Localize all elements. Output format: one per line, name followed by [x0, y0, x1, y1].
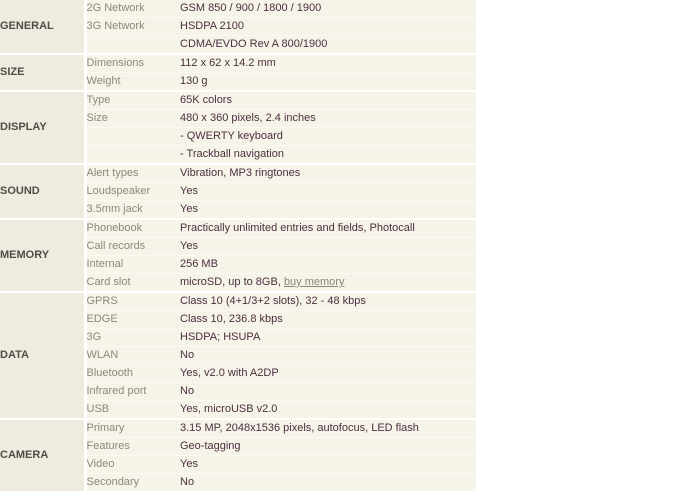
- spec-value: CDMA/EVDO Rev A 800/1900: [180, 35, 476, 54]
- spec-row: GENERAL 2G Network GSM 850 / 900 / 1800 …: [0, 0, 476, 54]
- spec-value: Yes: [180, 200, 476, 219]
- spec-value: No: [180, 473, 476, 491]
- spec-row: Bluetooth Yes, v2.0 with A2DP: [0, 364, 476, 383]
- spec-row: DISPLAY Type 65K colors: [0, 90, 476, 164]
- spec-value: 3.15 MP, 2048x1536 pixels, autofocus, LE…: [180, 418, 476, 438]
- spec-row: 3G Network HSDPA 2100: [0, 17, 476, 36]
- spec-value: HSDPA 2100: [180, 17, 476, 36]
- spec-value: - Trackball navigation: [180, 145, 476, 164]
- section-title-memory: MEMORY: [0, 218, 87, 292]
- spec-value: Vibration, MP3 ringtones: [180, 163, 476, 183]
- spec-row: Features Geo-tagging: [0, 437, 476, 456]
- spec-label: EDGE: [85, 310, 180, 329]
- spec-value: 65K colors: [180, 90, 476, 110]
- spec-label: 3.5mm jack: [85, 200, 180, 219]
- spec-value: 130 g: [180, 72, 476, 91]
- section-title-data: DATA: [0, 291, 87, 419]
- spec-value: Practically unlimited entries and fields…: [180, 218, 476, 238]
- spec-value: No: [180, 346, 476, 365]
- spec-label: 3G: [85, 328, 180, 347]
- spec-row: Secondary No: [0, 473, 476, 491]
- spec-value: Geo-tagging: [180, 437, 476, 456]
- spec-value: Yes: [180, 455, 476, 474]
- spec-label: Alert types: [85, 163, 180, 183]
- spec-value: HSDPA; HSUPA: [180, 328, 476, 347]
- spec-label: GPRS: [85, 291, 180, 311]
- spec-value: Yes, v2.0 with A2DP: [180, 364, 476, 383]
- spec-label: Dimensions: [85, 53, 180, 73]
- spec-label: Type: [85, 90, 180, 110]
- spec-value: Yes, microUSB v2.0: [180, 400, 476, 419]
- section-title-camera: CAMERA: [0, 418, 87, 491]
- spec-row: Call records Yes: [0, 237, 476, 256]
- spec-label: Bluetooth: [85, 364, 180, 383]
- spec-row: WLAN No: [0, 346, 476, 365]
- spec-label: 2G Network: [85, 0, 180, 18]
- spec-row: 3G HSDPA; HSUPA: [0, 328, 476, 347]
- spec-label: Video: [85, 455, 180, 474]
- spec-row: - Trackball navigation: [0, 145, 476, 164]
- spec-row: Infrared port No: [0, 382, 476, 401]
- spec-label: WLAN: [85, 346, 180, 365]
- spec-row: MEMORY Phonebook Practically unlimited e…: [0, 218, 476, 292]
- spec-row: Internal 256 MB: [0, 255, 476, 274]
- spec-label: Phonebook: [85, 218, 180, 238]
- spec-value: - QWERTY keyboard: [180, 127, 476, 146]
- spec-label: Features: [85, 437, 180, 456]
- spec-value: microSD, up to 8GB, buy memory: [180, 273, 476, 292]
- spec-row: CAMERA Primary 3.15 MP, 2048x1536 pixels…: [0, 418, 476, 491]
- spec-value: Yes: [180, 237, 476, 256]
- buy-memory-link[interactable]: buy memory: [283, 276, 345, 288]
- section-title-general: GENERAL: [0, 0, 87, 54]
- spec-label: Primary: [85, 418, 180, 438]
- spec-row: Weight 130 g: [0, 72, 476, 91]
- spec-row: SIZE Dimensions 112 x 62 x 14.2 mm: [0, 53, 476, 91]
- spec-row: DATA GPRS Class 10 (4+1/3+2 slots), 32 -…: [0, 291, 476, 419]
- spec-row: Card slot microSD, up to 8GB, buy memory: [0, 273, 476, 292]
- spec-label: [85, 127, 180, 146]
- spec-row: Size 480 x 360 pixels, 2.4 inches: [0, 109, 476, 128]
- section-title-size: SIZE: [0, 53, 87, 91]
- spec-value: No: [180, 382, 476, 401]
- spec-row: Video Yes: [0, 455, 476, 474]
- section-title-sound: SOUND: [0, 163, 87, 219]
- spec-row: - QWERTY keyboard: [0, 127, 476, 146]
- phone-specs-table: GENERAL 2G Network GSM 850 / 900 / 1800 …: [0, 0, 476, 491]
- section-title-display: DISPLAY: [0, 90, 87, 164]
- spec-value: Class 10, 236.8 kbps: [180, 310, 476, 329]
- spec-label: [85, 35, 180, 54]
- spec-row: USB Yes, microUSB v2.0: [0, 400, 476, 419]
- spec-label: Call records: [85, 237, 180, 256]
- spec-label: Internal: [85, 255, 180, 274]
- spec-value: 256 MB: [180, 255, 476, 274]
- spec-label: [85, 145, 180, 164]
- spec-label: Card slot: [85, 273, 180, 292]
- spec-label: Loudspeaker: [85, 182, 180, 201]
- spec-row: SOUND Alert types Vibration, MP3 rington…: [0, 163, 476, 219]
- spec-label: 3G Network: [85, 17, 180, 36]
- spec-value: 112 x 62 x 14.2 mm: [180, 53, 476, 73]
- spec-value: Yes: [180, 182, 476, 201]
- spec-row: Loudspeaker Yes: [0, 182, 476, 201]
- spec-value: GSM 850 / 900 / 1800 / 1900: [180, 0, 476, 18]
- spec-label: Secondary: [85, 473, 180, 491]
- spec-value: 480 x 360 pixels, 2.4 inches: [180, 109, 476, 128]
- spec-row: 3.5mm jack Yes: [0, 200, 476, 219]
- spec-label: Size: [85, 109, 180, 128]
- spec-row: EDGE Class 10, 236.8 kbps: [0, 310, 476, 329]
- spec-value-text: microSD, up to 8GB,: [180, 276, 284, 288]
- spec-label: Weight: [85, 72, 180, 91]
- spec-row: CDMA/EVDO Rev A 800/1900: [0, 35, 476, 54]
- spec-value: Class 10 (4+1/3+2 slots), 32 - 48 kbps: [180, 291, 476, 311]
- spec-label: USB: [85, 400, 180, 419]
- spec-label: Infrared port: [85, 382, 180, 401]
